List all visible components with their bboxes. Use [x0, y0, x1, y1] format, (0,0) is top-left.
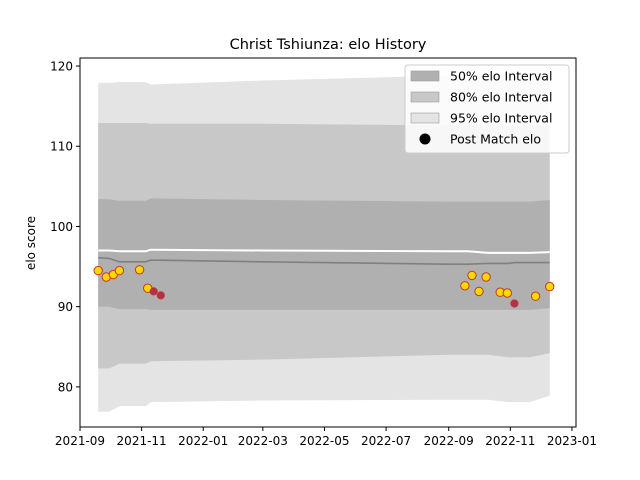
x-tick-label: 2022-05	[299, 434, 349, 448]
post-match-point	[502, 288, 512, 298]
chart-title: Christ Tshiunza: elo History	[230, 37, 427, 53]
legend-marker	[419, 133, 431, 145]
y-tick-label: 90	[58, 300, 73, 314]
post-match-point	[474, 286, 484, 297]
median-line	[98, 256, 550, 266]
x-tick-label: 2022-01	[178, 434, 228, 448]
post-match-point	[460, 281, 470, 291]
y-axis-label: elo score	[24, 216, 38, 270]
y-tick-label: 110	[50, 140, 73, 154]
post-match-point	[93, 265, 103, 276]
legend-label-1: 50% elo Interval	[450, 69, 552, 84]
x-tick-label: 2021-09	[55, 434, 105, 448]
x-tick-label: 2023-01	[547, 434, 597, 448]
post-match-point	[149, 287, 158, 296]
post-match-point	[467, 270, 477, 281]
legend-label-2: 80% elo Interval	[450, 90, 552, 105]
legend: 50% elo Interval 80% elo Interval 95% elo …	[404, 64, 570, 154]
legend-swatch-3	[410, 112, 440, 124]
x-tick-label: 2022-07	[361, 434, 411, 448]
x-tick-label: 2021-11	[117, 434, 167, 448]
post-match-point	[134, 265, 145, 275]
legend-swatch-2	[410, 91, 440, 103]
post-match-point	[530, 291, 541, 301]
x-tick-label: 2022-03	[238, 434, 288, 448]
axes-frame	[79, 57, 577, 428]
y-tick-label: 100	[50, 220, 73, 234]
post-match-point	[114, 265, 125, 276]
post-match-point	[545, 281, 555, 292]
y-tick-label: 120	[50, 60, 73, 74]
y-tick-label: 80	[58, 380, 73, 394]
post-match-point	[481, 272, 491, 282]
interval-band-3	[98, 198, 550, 310]
post-match-point	[156, 291, 165, 300]
plot-area	[93, 74, 555, 412]
legend-label-4: Post Match elo	[450, 132, 541, 147]
axes: 2021-09 2021-11 2022-01 2022-03 2022-05 2022-…	[50, 57, 597, 448]
post-match-point	[510, 299, 519, 308]
legend-label-3: 95% elo Interval	[450, 111, 552, 126]
x-tick-label: 2022-09	[424, 434, 474, 448]
x-tick-label: 2022-11	[485, 434, 535, 448]
mean-line	[98, 248, 550, 254]
legend-box	[404, 64, 570, 154]
legend-swatch-1	[410, 70, 440, 82]
